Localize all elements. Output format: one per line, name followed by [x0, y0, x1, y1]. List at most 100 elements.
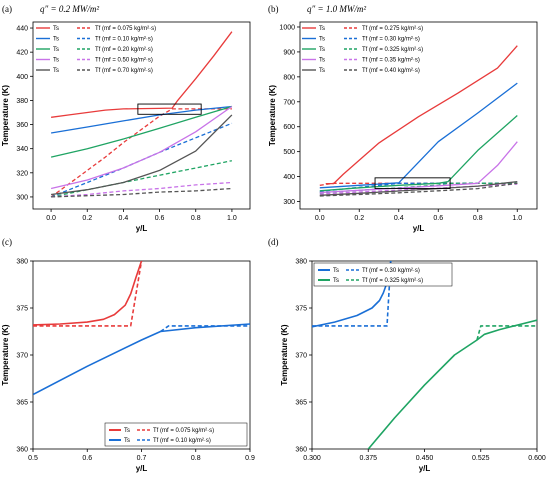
plot-frame — [299, 21, 538, 210]
panel-title: q″ = 0.2 MW/m² — [40, 4, 99, 14]
x-tick-label: 0.0 — [46, 215, 56, 222]
legend-label-tf: Tf (mf = 0.50 kg/m²·s) — [95, 58, 153, 64]
fluid-temperature-line — [160, 325, 250, 333]
series-group — [312, 261, 537, 449]
fluid-temperature-line — [319, 182, 518, 197]
x-tick-label: 0.300 — [303, 455, 321, 462]
x-tick-label: 0.6 — [433, 215, 443, 222]
y-tick-label: 370 — [16, 353, 28, 360]
legend-label-ts: Ts — [53, 58, 59, 64]
x-tick-label: 1.0 — [227, 215, 237, 222]
y-tick-label: 340 — [16, 146, 28, 153]
y-tick-label: 500 — [283, 149, 295, 156]
x-tick-label: 0.375 — [359, 455, 377, 462]
surface-temperature-line — [50, 105, 232, 134]
panel-title: q″ = 1.0 MW/m² — [307, 4, 366, 14]
fluid-temperature-line — [33, 261, 143, 327]
surface-temperature-line — [50, 105, 233, 190]
legend-label-tf: Tf (mf = 0.325 kg/m²·s) — [362, 278, 423, 284]
x-tick-label: 0.6 — [82, 455, 92, 462]
y-axis-label: Temperature (K) — [280, 324, 289, 386]
legend-label-ts: Ts — [124, 438, 130, 444]
x-tick-label: 0.8 — [473, 215, 483, 222]
x-tick-label: 0.2 — [82, 215, 92, 222]
legend-label-ts: Ts — [319, 26, 325, 32]
y-axis-label: Temperature (K) — [1, 324, 10, 386]
panel-c-chart: 0.5 0.6 0.7 0.8 0.9 360 365 370 375 380 y/L Tempera… — [1, 237, 255, 473]
zoom-box — [374, 177, 451, 190]
surface-temperature-line — [367, 319, 537, 449]
legend-label-ts: Ts — [319, 47, 325, 53]
y-tick-label: 900 — [283, 49, 295, 56]
y-tick-label: 1000 — [279, 24, 295, 31]
y-tick-label: 420 — [16, 50, 28, 57]
surface-temperature-line — [319, 82, 518, 189]
fluid-temperature-line — [51, 181, 232, 198]
surface-temperature-line — [319, 141, 518, 194]
y-tick-label: 375 — [295, 306, 307, 313]
y-tick-label: 320 — [16, 170, 28, 177]
surface-temperature-line — [51, 31, 233, 118]
y-tick-label: 400 — [16, 74, 28, 81]
y-tick-label: 375 — [16, 306, 28, 313]
y-tick-label: 380 — [295, 259, 307, 266]
legend-label-tf: Tf (mf = 0.30 kg/m²·s) — [362, 268, 420, 274]
y-tick-label: 700 — [283, 99, 295, 106]
surface-temperature-line — [319, 180, 518, 196]
fluid-temperature-line — [51, 187, 232, 198]
y-tick-label: 380 — [16, 259, 28, 266]
y-tick-label: 300 — [16, 194, 28, 201]
legend-label-ts: Ts — [333, 268, 339, 274]
fluid-temperature-line — [476, 325, 537, 341]
zoom-box — [137, 103, 202, 115]
legend-label-tf: Tf (mf = 0.70 kg/m²·s) — [95, 68, 153, 74]
legend-label-tf: Tf (mf = 0.35 kg/m²·s) — [362, 58, 420, 64]
x-tick-label: 0.450 — [416, 455, 434, 462]
y-tick-label: 600 — [283, 124, 295, 131]
surface-temperature-line — [33, 261, 143, 326]
panel-d-chart: 0.300 0.375 0.450 0.525 0.600 360 365 370 375 380… — [268, 237, 546, 473]
plot-frame — [32, 21, 251, 210]
surface-temperature-line — [50, 105, 233, 158]
legend-label-tf: Tf (mf = 0.10 kg/m²·s) — [153, 438, 211, 444]
y-tick-label: 365 — [16, 400, 28, 407]
x-tick-label: 1.0 — [512, 215, 522, 222]
legend-label-ts: Ts — [319, 58, 325, 64]
y-tick-label: 365 — [295, 400, 307, 407]
surface-temperature-line — [51, 114, 233, 196]
x-tick-label: 0.2 — [354, 215, 364, 222]
x-tick-label: 0.525 — [472, 455, 490, 462]
x-axis-label: y/L — [136, 464, 148, 473]
legend-label-ts: Ts — [53, 68, 59, 74]
panel-label: (b) — [268, 4, 279, 14]
series-group — [319, 45, 518, 197]
legend-label-tf: Tf (mf = 0.30 kg/m²·s) — [362, 37, 420, 43]
panel-label: (d) — [268, 237, 279, 247]
plot-frame — [32, 260, 251, 450]
x-tick-label: 0.0 — [315, 215, 325, 222]
y-tick-label: 360 — [295, 447, 307, 454]
y-tick-label: 370 — [295, 353, 307, 360]
fluid-temperature-line — [319, 182, 518, 186]
legend-label-tf: Tf (mf = 0.20 kg/m²·s) — [95, 47, 153, 53]
y-tick-label: 360 — [16, 447, 28, 454]
x-tick-label: 0.4 — [394, 215, 404, 222]
x-axis-label: y/L — [136, 224, 148, 233]
legend-label-tf: Tf (mf = 0.275 kg/m²·s) — [362, 26, 423, 32]
x-tick-label: 0.9 — [245, 455, 255, 462]
series-group — [50, 31, 233, 198]
panel-b-chart: 0.0 0.2 0.4 0.6 0.8 1.0 300 400 500 600 700 800 900 1… — [268, 4, 538, 233]
y-axis-label: Temperature (K) — [268, 85, 277, 147]
y-tick-label: 360 — [16, 122, 28, 129]
legend-label-ts: Ts — [319, 68, 325, 74]
x-axis-label: y/L — [419, 464, 431, 473]
panel-label: (c) — [2, 237, 12, 247]
y-tick-label: 380 — [16, 98, 28, 105]
surface-temperature-line — [325, 45, 518, 185]
x-tick-label: 0.8 — [191, 455, 201, 462]
legend-label-tf: Tf (mf = 0.325 kg/m²·s) — [362, 47, 423, 53]
x-tick-label: 0.4 — [119, 215, 129, 222]
surface-temperature-line — [319, 115, 518, 192]
x-tick-label: 0.6 — [155, 215, 165, 222]
